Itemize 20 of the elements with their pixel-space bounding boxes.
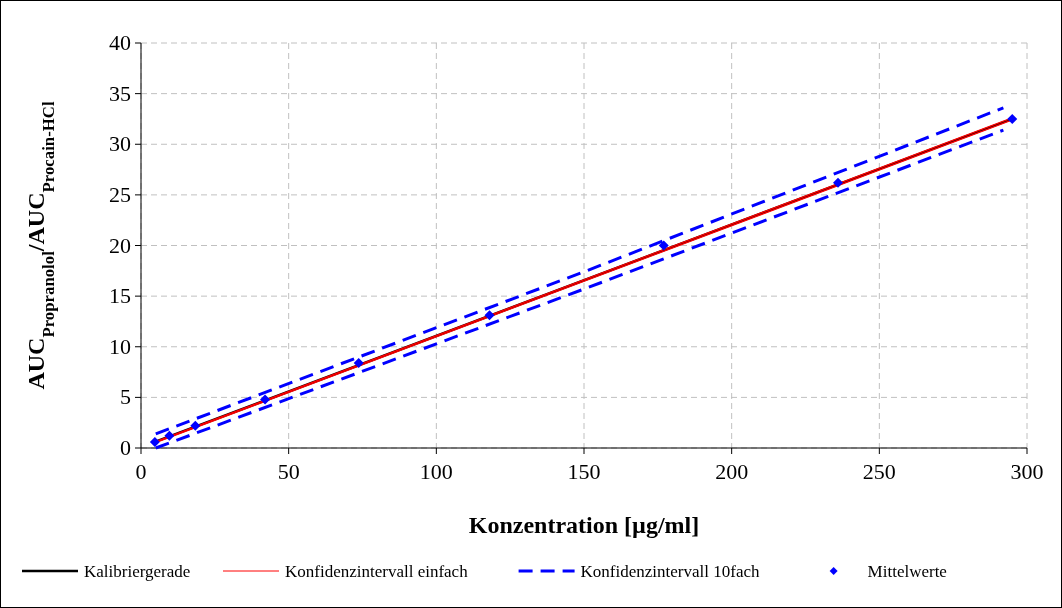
x-tick-label: 200 bbox=[715, 459, 749, 484]
y-tick-label: 5 bbox=[120, 384, 131, 410]
legend-label: Konfidenzintervall 10fach bbox=[580, 562, 760, 581]
y-tick-label: 30 bbox=[109, 131, 131, 157]
x-tick-label: 150 bbox=[567, 459, 601, 484]
legend-label: Mittelwerte bbox=[867, 562, 947, 581]
y-tick-label: 25 bbox=[109, 181, 131, 207]
x-tick-label: 250 bbox=[862, 459, 896, 484]
x-tick-label: 50 bbox=[277, 459, 300, 484]
x-axis-title: Konzentration [µg/ml] bbox=[468, 512, 700, 538]
y-tick-label: 40 bbox=[109, 30, 131, 55]
y-tick-label: 15 bbox=[109, 283, 131, 309]
y-tick-label: 35 bbox=[109, 80, 131, 106]
y-tick-label: 0 bbox=[120, 435, 131, 460]
x-tick-label: 100 bbox=[419, 459, 453, 484]
y-tick-label: 10 bbox=[109, 333, 131, 359]
legend-label: Konfidenzintervall einfach bbox=[285, 562, 469, 581]
legend-label: Kalibriergerade bbox=[84, 562, 191, 581]
x-tick-label: 300 bbox=[1010, 459, 1044, 484]
y-tick-label: 20 bbox=[109, 232, 131, 258]
